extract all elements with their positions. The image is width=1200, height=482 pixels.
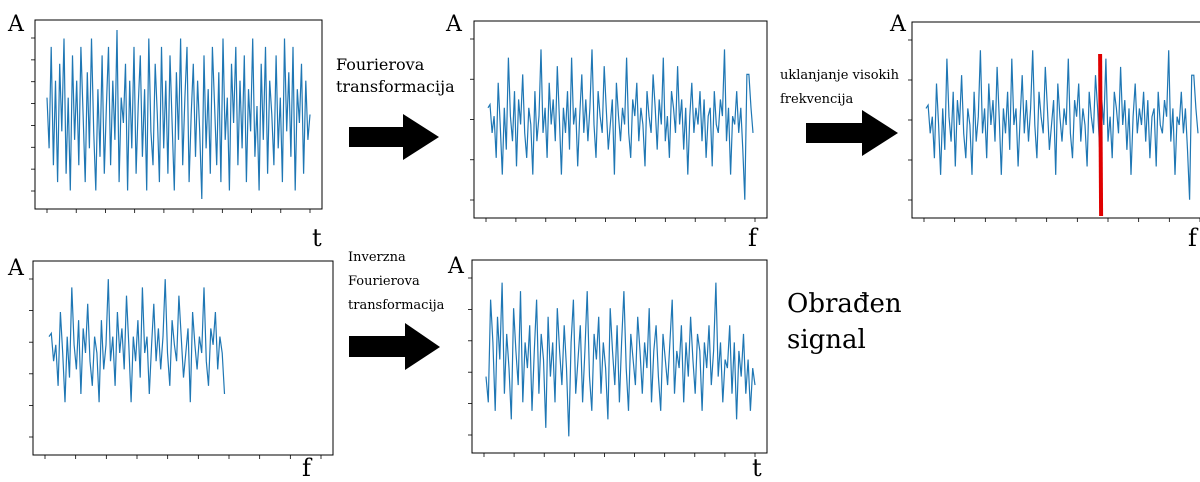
tick-marks <box>908 39 1200 222</box>
panel-spectrum <box>470 20 768 222</box>
step-label-line: Inverzna <box>348 250 406 265</box>
step-label-remove-high: uklanjanje visokih frekvencija <box>780 64 899 112</box>
panel-time-signal <box>31 19 323 213</box>
step-label-line: Fourierova <box>336 55 425 74</box>
x-axis-label: f <box>302 454 311 482</box>
step-label-line: transformacija <box>348 298 445 313</box>
result-label: Obrađen signal <box>787 286 902 358</box>
step-label-line: transformacija <box>336 77 455 96</box>
arrow-right-icon <box>806 110 898 156</box>
signal-line <box>925 50 1199 200</box>
tick-marks <box>470 38 756 222</box>
x-axis-label: f <box>1188 224 1197 252</box>
result-label-line: Obrađen <box>787 289 902 319</box>
x-axis-label: f <box>748 224 757 252</box>
step-label-line: uklanjanje visokih <box>780 68 899 83</box>
panel-frame <box>911 21 1200 219</box>
panel-processed-signal <box>468 259 768 457</box>
arrow-right-icon <box>349 323 440 370</box>
y-axis-label: A <box>890 12 906 37</box>
tick-marks <box>31 37 311 213</box>
panel-frame <box>32 260 334 456</box>
signal-line <box>46 29 311 200</box>
y-axis-label: A <box>446 12 462 37</box>
step-label-line: Fourierova <box>348 274 420 289</box>
result-label-line: signal <box>787 325 866 355</box>
arrow-right-icon <box>349 114 439 160</box>
y-axis-label: A <box>8 256 24 281</box>
panel-filtered-spectrum <box>29 260 334 459</box>
step-label-inverse: Inverzna Fourierova transformacija <box>348 246 444 318</box>
signal-line <box>485 282 756 437</box>
step-label-fourier: Fourierova transformacija <box>336 54 455 98</box>
y-axis-label: A <box>8 12 24 37</box>
tick-marks <box>29 278 322 459</box>
panel-spectrum-cutoff <box>908 21 1200 222</box>
panel-frame <box>471 259 768 454</box>
x-axis-label: t <box>752 454 762 482</box>
signal-line <box>487 49 754 200</box>
cutoff-line <box>1098 53 1104 217</box>
y-axis-label: A <box>448 254 464 279</box>
signal-line <box>48 279 226 403</box>
tick-marks <box>468 277 756 457</box>
x-axis-label: t <box>312 224 322 252</box>
step-label-line: frekvencija <box>780 92 854 107</box>
panel-frame <box>34 19 323 210</box>
